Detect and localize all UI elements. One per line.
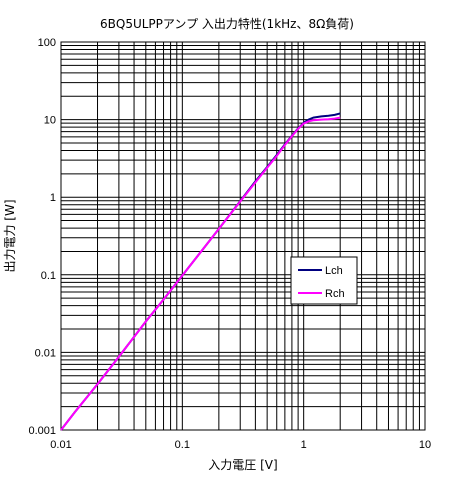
y-tick-label: 0.01 [35, 347, 56, 359]
series-line-rch [60, 116, 341, 431]
series-layer [60, 112, 341, 431]
x-tick-label: 0.01 [50, 439, 71, 451]
y-tick-label: 1 [50, 192, 56, 204]
x-tick-label: 0.1 [175, 439, 190, 451]
legend-label-lch: Lch [325, 265, 343, 277]
y-tick-label: 10 [44, 115, 56, 127]
x-tick-label: 1 [301, 439, 307, 451]
y-axis-label: 出力電力 [W] [3, 199, 17, 272]
y-tick-label: 0.1 [41, 270, 56, 282]
chart-grid [60, 42, 425, 431]
y-tick-label: 100 [38, 37, 56, 49]
legend-label-rch: Rch [325, 288, 345, 300]
plot-area [60, 41, 426, 431]
x-axis-label: 入力電圧 [V] [208, 458, 277, 472]
y-tick-label: 0.001 [28, 425, 56, 437]
legend-box [290, 256, 358, 305]
chart-title: 6BQ5ULPPアンプ 入出力特性(1kHz、8Ω負荷) [100, 16, 354, 31]
legend: Lch Rch [290, 256, 358, 305]
tick-labels: 0.01 0.1 1 10 0.001 0.01 0.1 1 10 100 [28, 37, 431, 451]
x-tick-label: 10 [419, 439, 431, 451]
